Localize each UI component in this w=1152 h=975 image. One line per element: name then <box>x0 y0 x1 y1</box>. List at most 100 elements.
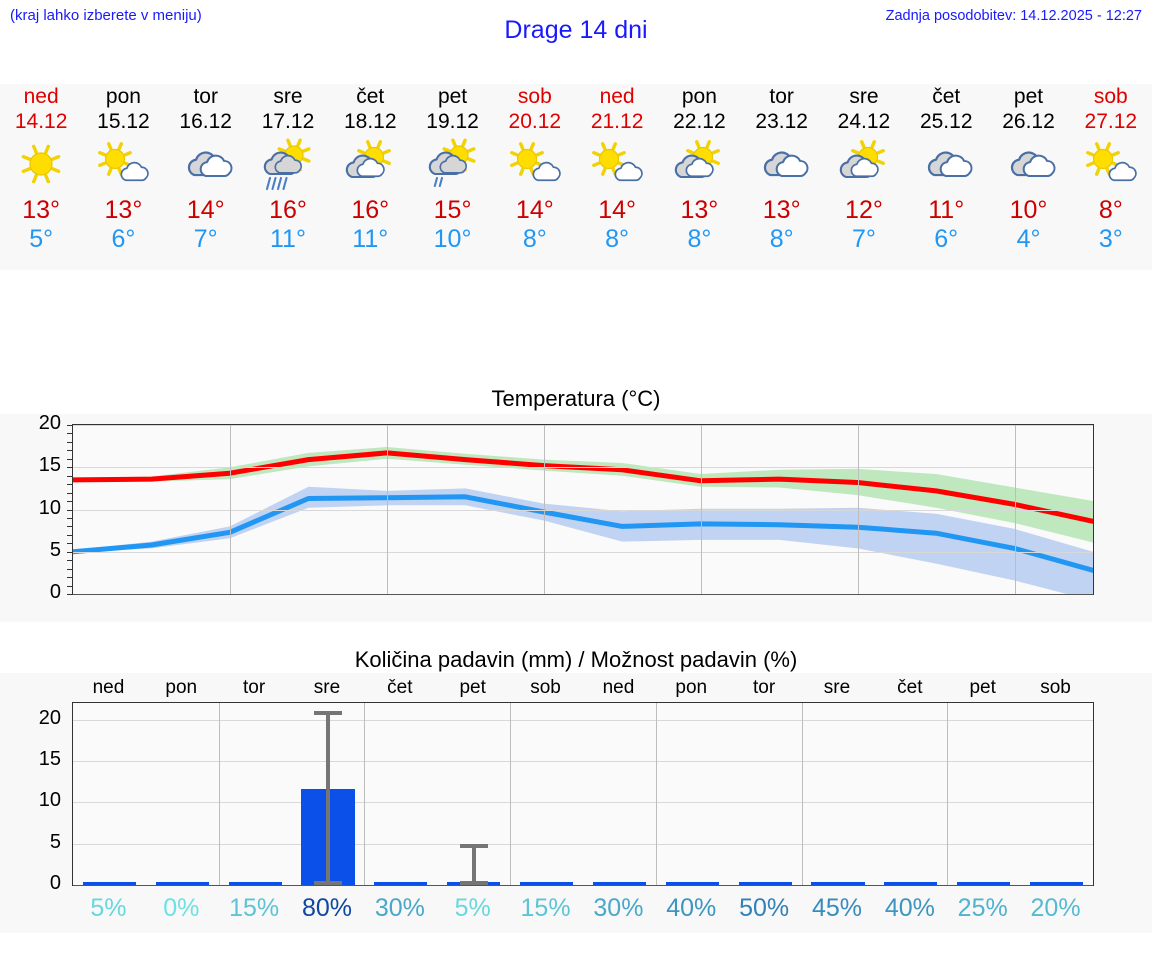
day-column[interactable]: čet 18.12 16° 11° <box>329 84 411 270</box>
day-max-temp: 16° <box>269 196 307 224</box>
day-column[interactable]: pon 15.12 13° 6° <box>82 84 164 270</box>
precipitation-gridline-vertical <box>801 703 803 885</box>
cloud-icon <box>997 136 1061 194</box>
sun-icon <box>9 136 73 194</box>
day-column[interactable]: tor 16.12 14° 7° <box>165 84 247 270</box>
day-column[interactable]: čet 25.12 11° 6° <box>905 84 987 270</box>
sun-cloud-icon <box>91 136 155 194</box>
precipitation-chart-title: Količina padavin (mm) / Možnost padavin … <box>354 647 798 672</box>
temperature-gridline <box>73 594 1093 595</box>
temperature-gridline-vertical <box>700 425 702 594</box>
day-max-temp: 14° <box>515 196 554 224</box>
precipitation-day-label: pon <box>165 677 198 698</box>
precipitation-day-label: sre <box>313 677 341 698</box>
temperature-gridline-vertical <box>386 425 388 594</box>
day-max-temp: 14° <box>186 196 225 224</box>
sun-cloud-big-icon <box>832 136 896 194</box>
precipitation-y-tick: 15 <box>38 747 61 770</box>
day-column[interactable]: sob 20.12 14° 8° <box>494 84 576 270</box>
precipitation-gridline <box>73 760 1093 762</box>
precipitation-day-label: čet <box>897 677 923 698</box>
precipitation-error-bar <box>326 711 330 885</box>
day-max-temp: 13° <box>680 196 719 224</box>
precipitation-probability-label: 40% <box>666 894 717 922</box>
day-max-temp: 15° <box>433 196 472 224</box>
temperature-y-tick-mark <box>67 484 73 486</box>
precipitation-probability-label: 0% <box>163 894 200 922</box>
precipitation-probability-label: 15% <box>520 894 571 922</box>
precipitation-gridline <box>73 885 1093 886</box>
temperature-gridline <box>73 467 1093 469</box>
precipitation-error-cap <box>314 711 342 716</box>
precipitation-bar <box>1029 882 1084 885</box>
temperature-gridline-vertical <box>1014 425 1016 594</box>
precipitation-bar <box>82 882 136 885</box>
day-min-temp: 8° <box>769 225 794 253</box>
precipitation-day-label: pon <box>675 677 708 698</box>
day-max-temp: 12° <box>845 196 883 224</box>
day-column[interactable]: tor 23.12 13° 8° <box>741 84 823 270</box>
day-name: ned <box>599 85 635 108</box>
temperature-y-tick: 5 <box>49 538 61 561</box>
precipitation-day-label: pet <box>459 677 486 698</box>
temperature-y-tick-mark <box>67 441 73 443</box>
precipitation-day-label: ned <box>602 677 635 698</box>
temperature-y-tick: 10 <box>38 496 61 519</box>
precipitation-day-label: tor <box>243 677 266 698</box>
day-column[interactable]: pet 26.12 10° 4° <box>987 84 1069 270</box>
sun-cloud-icon <box>585 136 649 194</box>
day-column[interactable]: sre 24.12 12° 7° <box>823 84 905 270</box>
precipitation-probability-label: 50% <box>739 894 790 922</box>
day-name: sre <box>273 85 303 108</box>
day-name: čet <box>356 85 385 108</box>
day-date: 21.12 <box>590 110 644 133</box>
temperature-y-tick-mark <box>67 577 73 579</box>
temperature-plot-area: 0 5 10 15 20 <box>39 412 1094 603</box>
day-column[interactable]: pet 19.12 15° 10° <box>411 84 493 270</box>
precipitation-bar <box>228 882 282 885</box>
precipitation-gridline-vertical <box>218 703 220 885</box>
precipitation-y-tick: 10 <box>38 789 61 812</box>
temperature-y-tick-mark <box>67 585 73 587</box>
precipitation-bar <box>738 882 792 885</box>
precipitation-probability-label: 45% <box>811 894 862 922</box>
precipitation-day-label: sre <box>823 677 851 698</box>
day-min-temp: 8° <box>605 225 630 253</box>
temperature-gridline <box>73 551 1093 553</box>
day-column[interactable]: ned 21.12 14° 8° <box>576 84 658 270</box>
precipitation-probability-label: 25% <box>957 894 1008 922</box>
day-max-temp: 13° <box>22 196 61 224</box>
location-menu-note[interactable]: (kraj lahko izberete v meniju) <box>10 7 202 24</box>
precipitation-gridline <box>73 843 1093 845</box>
precipitation-gridline-vertical <box>655 703 657 885</box>
temperature-y-tick-mark <box>67 594 73 595</box>
day-date: 20.12 <box>508 110 562 133</box>
page-title: Drage 14 dni <box>504 16 648 44</box>
temperature-y-tick-mark <box>67 458 73 460</box>
precipitation-bar <box>884 882 938 885</box>
day-column[interactable]: ned 14.12 13° 5° <box>0 84 82 270</box>
day-column[interactable]: sre 17.12 16° 11° <box>247 84 329 270</box>
day-min-temp: 8° <box>522 225 547 253</box>
temperature-y-tick: 0 <box>49 581 61 603</box>
sun-cloud-icon <box>1079 136 1143 194</box>
precipitation-day-label: ned <box>92 677 125 698</box>
precipitation-error-cap <box>459 881 488 885</box>
temperature-y-tick-mark <box>67 551 73 553</box>
day-name: sre <box>849 85 879 108</box>
day-max-temp: 10° <box>1009 196 1048 224</box>
sun-cloud-icon <box>503 136 567 194</box>
precipitation-probability-label: 5% <box>90 894 127 922</box>
day-date: 23.12 <box>755 110 808 133</box>
day-column[interactable]: pon 22.12 13° 8° <box>658 84 740 270</box>
day-min-temp: 6° <box>111 225 136 253</box>
temperature-y-tick-mark <box>67 517 73 519</box>
day-name: čet <box>932 85 961 108</box>
day-min-temp: 3° <box>1098 225 1123 253</box>
precipitation-gridline <box>73 802 1093 804</box>
temperature-gridline <box>73 425 1093 426</box>
day-date: 19.12 <box>426 110 479 133</box>
day-column[interactable]: sob 27.12 8° 3° <box>1070 84 1152 270</box>
